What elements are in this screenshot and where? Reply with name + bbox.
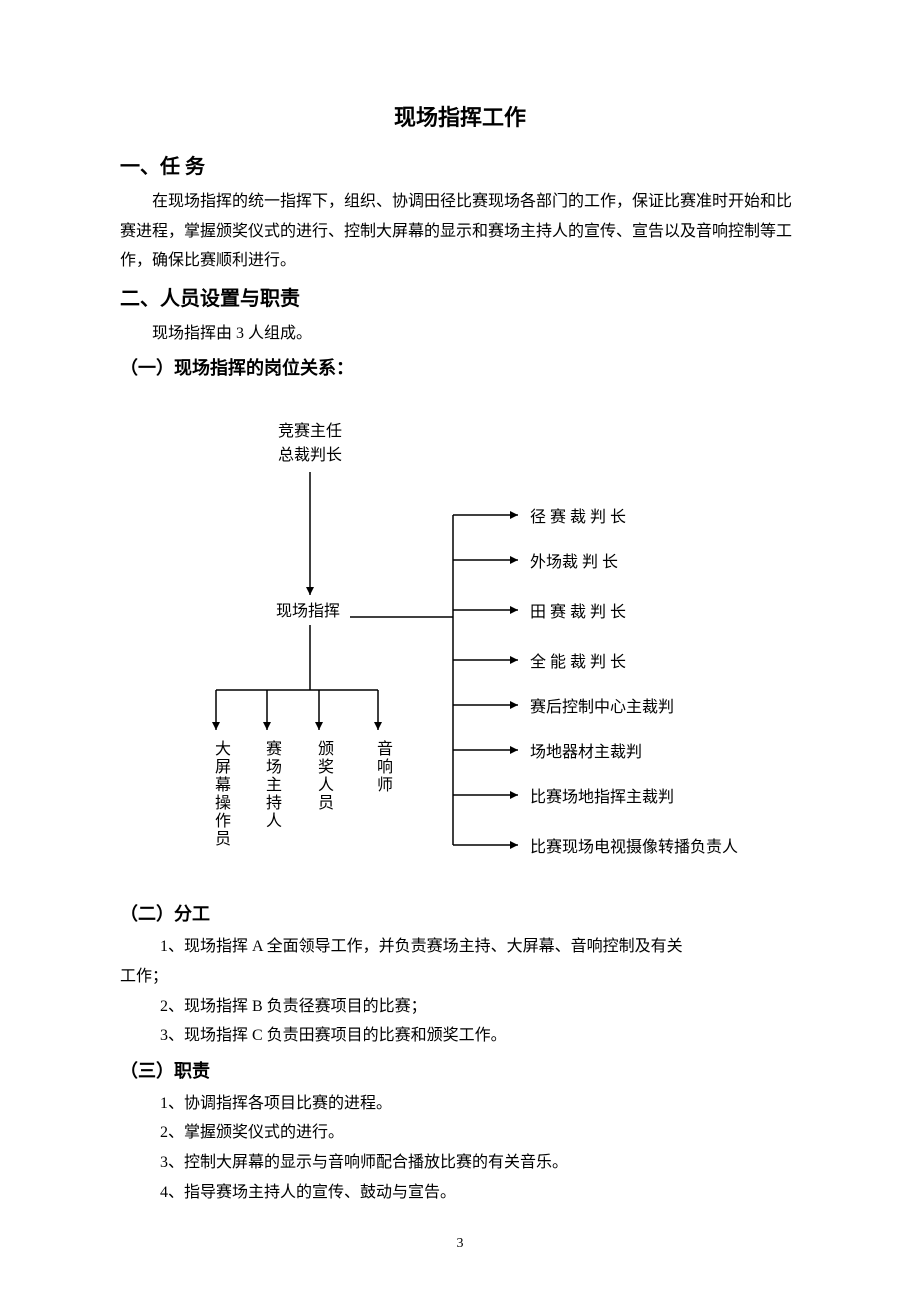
node-right-1: 外场裁 判 长	[530, 551, 618, 575]
node-right-6: 比赛场地指挥主裁判	[530, 786, 674, 810]
sub2-item1a: 1、现场指挥 A 全面领导工作，并负责赛场主持、大屏幕、音响控制及有关	[120, 932, 800, 962]
sub2-item2: 2、现场指挥 B 负责径赛项目的比赛；	[120, 992, 800, 1022]
node-right-5: 场地器材主裁判	[530, 741, 642, 765]
node-right-2: 田 赛 裁 判 长	[530, 601, 626, 625]
node-bottom-0: 大屏幕操作员	[208, 740, 232, 848]
node-top-line1: 竞赛主任	[278, 423, 342, 440]
section2-sub2-heading: （二）分工	[120, 900, 800, 926]
section1-para: 在现场指挥的统一指挥下，组织、协调田径比赛现场各部门的工作，保证比赛准时开始和比…	[120, 187, 800, 276]
node-right-3: 全 能 裁 判 长	[530, 651, 626, 675]
section1-heading: 一、任 务	[120, 150, 800, 179]
page-title: 现场指挥工作	[120, 100, 800, 132]
node-top: 竞赛主任 总裁判长	[250, 420, 370, 468]
node-right-7: 比赛现场电视摄像转播负责人	[530, 836, 738, 860]
sub3-item3: 3、控制大屏幕的显示与音响师配合播放比赛的有关音乐。	[120, 1148, 800, 1178]
node-right-4: 赛后控制中心主裁判	[530, 696, 674, 720]
section2-intro: 现场指挥由 3 人组成。	[120, 319, 800, 349]
sub2-item1b: 工作；	[120, 962, 800, 992]
sub2-item3: 3、现场指挥 C 负责田赛项目的比赛和颁奖工作。	[120, 1021, 800, 1051]
org-diagram: 竞赛主任 总裁判长 现场指挥 大屏幕操作员 赛场主持人 颁奖人员 音响师 径 赛…	[120, 400, 800, 890]
node-bottom-1: 赛场主持人	[259, 740, 283, 830]
sub3-item2: 2、掌握颁奖仪式的进行。	[120, 1118, 800, 1148]
sub3-item1: 1、协调指挥各项目比赛的进程。	[120, 1089, 800, 1119]
node-bottom-3: 音响师	[370, 740, 394, 794]
page-number: 3	[0, 1236, 920, 1252]
node-bottom-2: 颁奖人员	[311, 740, 335, 812]
section2-heading: 二、人员设置与职责	[120, 282, 800, 311]
sub3-item4: 4、指导赛场主持人的宣传、鼓动与宣告。	[120, 1178, 800, 1208]
node-right-0: 径 赛 裁 判 长	[530, 506, 626, 530]
node-center: 现场指挥	[276, 600, 340, 624]
node-top-line2: 总裁判长	[278, 447, 342, 464]
section2-sub1-heading: （一）现场指挥的岗位关系：	[120, 354, 800, 380]
section2-sub3-heading: （三）职责	[120, 1057, 800, 1083]
